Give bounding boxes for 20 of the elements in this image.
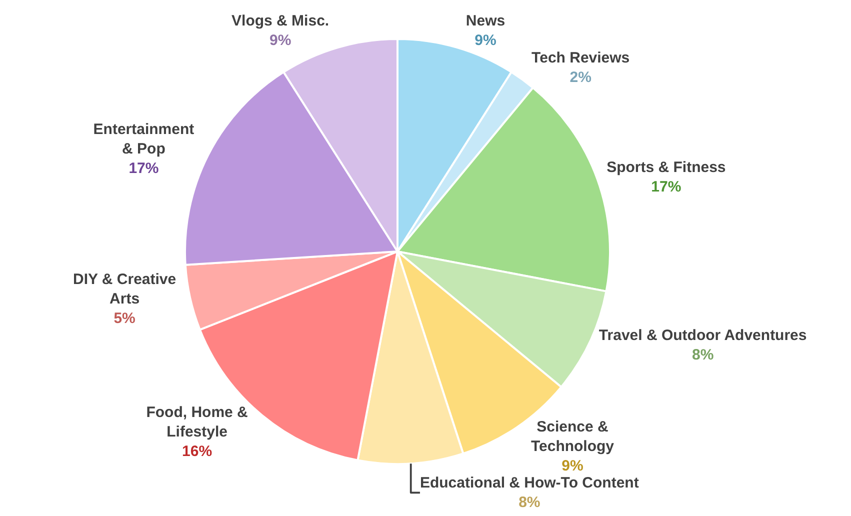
data-label: 9% [474,32,496,49]
data-label: 9% [562,457,584,474]
slice-label: News [466,12,506,30]
slice-label: Travel & Outdoor Adventures [598,327,807,344]
data-label: 5% [114,310,136,328]
slice-label: DIY & Creative Arts [72,271,176,308]
slice-label: Food, Home & Lifestyle [146,404,248,440]
data-label: 16% [182,442,212,460]
slice-label: Vlogs & Misc. [232,12,330,30]
data-label: 8% [692,346,714,364]
slice-label: Educational & How-To Content [420,474,639,492]
slice-label: Sports & Fitness [606,159,726,176]
data-label: 17% [651,178,682,196]
slice-label: Science & Technology [530,418,615,455]
slice-label: Tech Reviews [532,49,630,66]
data-label: 17% [128,160,159,178]
data-label: 8% [518,494,540,511]
data-label: 2% [570,68,592,86]
data-label: 9% [269,32,292,49]
slice-label: Entertainment & Pop [93,121,194,158]
